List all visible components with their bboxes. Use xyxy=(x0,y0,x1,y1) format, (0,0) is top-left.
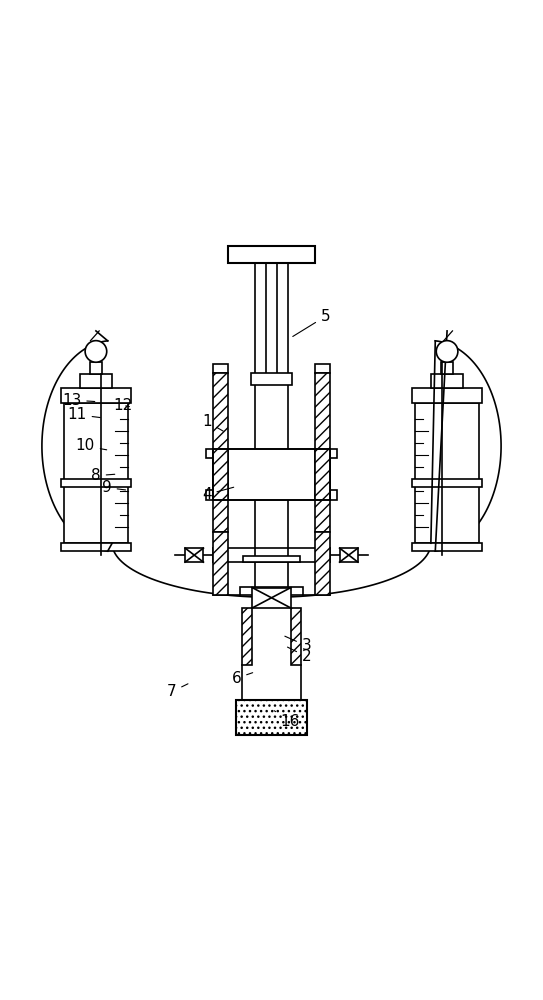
Text: 7: 7 xyxy=(167,684,188,699)
Text: 8: 8 xyxy=(91,468,115,483)
Text: 1: 1 xyxy=(202,414,223,431)
Bar xyxy=(80,374,112,388)
Bar xyxy=(213,449,330,500)
Text: 3: 3 xyxy=(285,636,312,653)
Bar xyxy=(213,449,330,500)
Bar xyxy=(90,362,102,374)
Bar xyxy=(228,246,315,263)
Bar xyxy=(213,373,228,532)
Circle shape xyxy=(436,341,458,362)
Bar xyxy=(61,479,131,487)
Bar xyxy=(412,543,482,551)
Bar xyxy=(412,388,482,403)
Text: 16: 16 xyxy=(274,711,300,729)
Bar xyxy=(64,403,128,543)
Bar xyxy=(431,374,463,388)
Bar xyxy=(252,588,291,608)
Text: 4: 4 xyxy=(202,487,233,502)
Text: 12: 12 xyxy=(113,398,132,413)
Bar xyxy=(236,700,307,735)
Circle shape xyxy=(85,341,107,362)
Text: 10: 10 xyxy=(75,438,106,453)
Bar xyxy=(441,362,453,374)
Bar xyxy=(415,403,479,543)
Text: 9: 9 xyxy=(102,480,125,495)
Bar xyxy=(292,608,301,665)
Bar xyxy=(330,490,337,500)
Bar xyxy=(315,532,330,595)
Bar xyxy=(315,373,330,532)
Text: 6: 6 xyxy=(231,671,252,686)
Bar xyxy=(206,490,213,500)
Bar xyxy=(206,449,213,458)
Bar xyxy=(315,364,330,373)
Bar xyxy=(213,364,228,373)
Bar xyxy=(242,608,251,665)
Text: 2: 2 xyxy=(287,647,312,664)
Text: 5: 5 xyxy=(293,309,330,336)
Text: 11: 11 xyxy=(67,407,100,422)
Bar xyxy=(213,532,228,595)
Bar xyxy=(251,373,292,385)
Bar xyxy=(315,449,330,500)
Bar xyxy=(241,587,302,595)
Text: 13: 13 xyxy=(62,393,95,408)
Bar xyxy=(213,449,228,500)
Bar xyxy=(243,556,300,562)
Bar xyxy=(61,543,131,551)
Bar xyxy=(185,548,204,562)
Bar xyxy=(61,388,131,403)
Bar xyxy=(330,449,337,458)
Bar xyxy=(339,548,358,562)
Bar xyxy=(412,479,482,487)
